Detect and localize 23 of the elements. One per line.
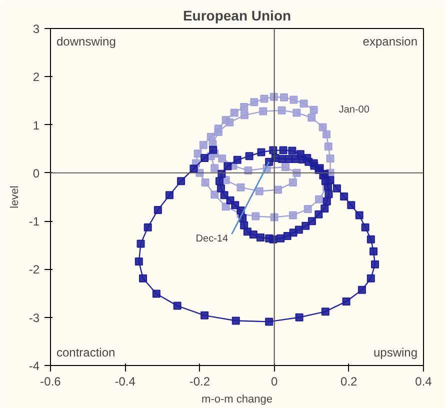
y-tick-label: -3 xyxy=(28,310,40,325)
x-tick-label: 0.4 xyxy=(415,374,432,388)
annotation: upswing xyxy=(373,346,418,360)
y-tick-label: 2 xyxy=(32,70,40,84)
y-tick-label: -4 xyxy=(28,359,40,373)
annotation: Jan-00 xyxy=(338,104,370,116)
annotation: contraction xyxy=(56,346,116,360)
y-tick-label: -1 xyxy=(28,214,40,229)
y-tick-label: -2 xyxy=(28,262,40,277)
y-tick-label: 1 xyxy=(32,118,40,132)
annotation: downswing xyxy=(56,34,116,48)
y-axis-title: level xyxy=(8,186,21,208)
x-tick-label: -0.2 xyxy=(189,374,210,388)
y-tick-label: 0 xyxy=(32,166,40,180)
x-tick-label: -0.6 xyxy=(40,374,62,388)
x-tick-label: -0.4 xyxy=(114,374,136,388)
chart-title: European Union xyxy=(182,8,292,24)
x-tick-label: 0.2 xyxy=(340,374,358,388)
x-axis-title: m-o-m change xyxy=(202,394,272,406)
annotation: expansion xyxy=(362,34,418,48)
x-tick-label: 0 xyxy=(270,374,278,388)
annotation: Dec-14 xyxy=(196,233,228,244)
y-tick-label: 3 xyxy=(32,22,40,36)
